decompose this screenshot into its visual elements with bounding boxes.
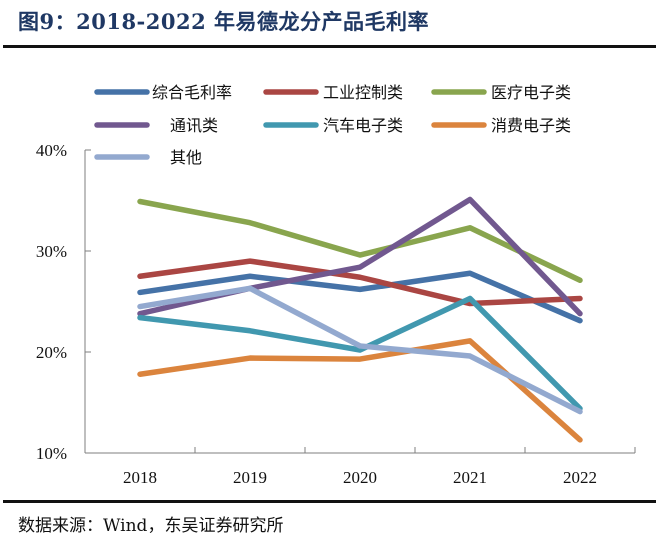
legend-label: 其他 [170, 148, 202, 167]
legend-label: 综合毛利率 [152, 83, 232, 102]
x-tick-label: 2018 [123, 468, 157, 487]
series-line-4 [137, 295, 583, 412]
series-line-6 [137, 285, 583, 415]
series-lines [137, 196, 583, 443]
figure-title: 图9：2018-2022 年易德龙分产品毛利率 [18, 9, 430, 34]
y-tick-label: 20% [36, 343, 67, 362]
x-tick-label: 2019 [233, 468, 267, 487]
axes [84, 150, 635, 454]
series-line-5 [137, 338, 583, 443]
legend-label: 医疗电子类 [491, 83, 571, 102]
legend-label: 通讯类 [170, 116, 218, 135]
x-tick-label: 2020 [343, 468, 377, 487]
top-rule [3, 45, 656, 48]
legend-label: 工业控制类 [323, 83, 403, 102]
x-tick-label: 2022 [563, 468, 597, 487]
y-tick-label: 30% [36, 242, 67, 261]
x-tick-label: 2021 [453, 468, 487, 487]
series-line-1 [137, 258, 583, 307]
y-tick-label: 10% [36, 444, 67, 463]
legend-label: 汽车电子类 [323, 116, 403, 135]
y-tick-label: 40% [36, 141, 67, 160]
y-axis-ticks: 10% 20% 30% 40% [36, 141, 91, 463]
series-line-0 [137, 270, 583, 324]
source-note: 数据来源：Wind，东吴证券研究所 [18, 516, 284, 536]
bottom-rule [3, 500, 656, 503]
series-line-2 [137, 198, 583, 284]
x-axis-ticks: 2018 2019 2020 2021 2022 [84, 447, 636, 487]
legend-label: 消费电子类 [491, 116, 571, 135]
